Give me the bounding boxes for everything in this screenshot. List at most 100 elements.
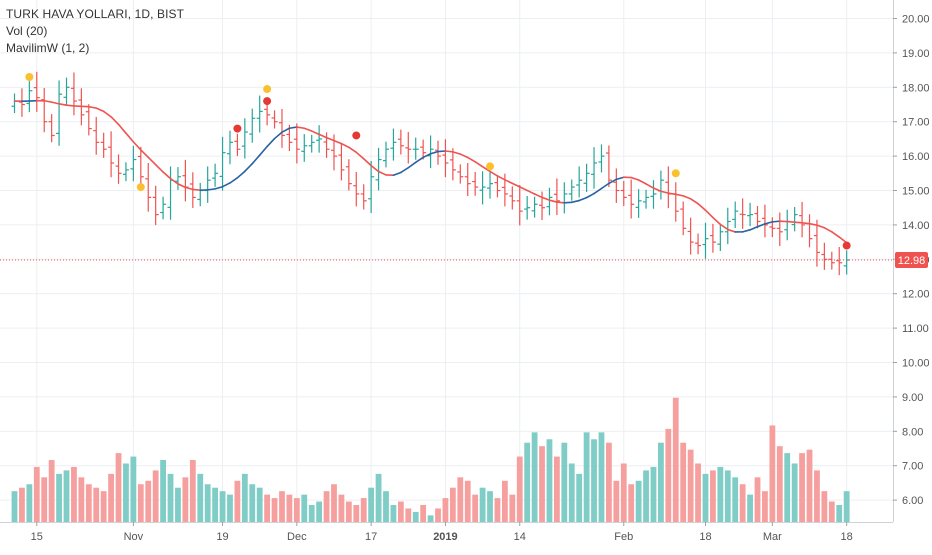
mavilimw-segment: [148, 157, 155, 164]
volume-bar: [324, 491, 330, 522]
ohlc-bar: [182, 160, 188, 201]
time-tick-label: Mar: [763, 531, 782, 543]
ohlc-bar: [101, 133, 107, 158]
volume-bars: [12, 398, 850, 522]
mavilimw-segment: [817, 225, 824, 228]
chart-legend: TURK HAVA YOLLARI, 1D, BIST Vol (20) Mav…: [6, 6, 184, 57]
volume-bar: [168, 474, 174, 522]
mavilimw-segment: [104, 111, 111, 116]
time-tick-label: 15: [31, 531, 43, 543]
volume-bar: [294, 498, 300, 522]
volume-bar: [740, 484, 746, 522]
time-tick-label: 2019: [433, 531, 457, 543]
volume-bar: [272, 498, 278, 522]
mavilimw-segment: [705, 210, 712, 217]
volume-bar: [190, 460, 196, 522]
ohlc-bar: [34, 72, 40, 112]
mavilimw-segment: [549, 200, 556, 202]
ohlc-bar: [205, 166, 211, 202]
mavilimw-segment: [59, 104, 66, 105]
volume-bar: [561, 443, 567, 522]
volume-bar: [777, 446, 783, 522]
volume-bar: [658, 443, 664, 522]
ohlc-bar: [680, 202, 686, 236]
volume-bar: [249, 484, 255, 522]
volume-bar: [405, 508, 411, 522]
ohlc-bar: [821, 243, 827, 270]
ohlc-bar: [428, 135, 434, 168]
ohlc-bar: [279, 109, 285, 148]
volume-bar: [569, 463, 575, 522]
mavilimw-segment: [126, 133, 133, 142]
ohlc-bar: [613, 168, 619, 202]
mavilimw-segment: [178, 184, 185, 188]
price-tick-label: 6.00: [902, 495, 923, 507]
mavilimw-segment: [282, 128, 289, 132]
volume-bar: [636, 481, 642, 522]
price-axis[interactable]: 6.007.008.009.0010.0011.0012.0013.0014.0…: [893, 0, 932, 550]
ohlc-bar: [658, 171, 664, 200]
ohlc-bar: [227, 131, 233, 165]
mavilimw-segment: [267, 139, 274, 147]
mavilimw-segment: [364, 159, 371, 166]
volume-bar: [287, 495, 293, 522]
time-tick-label: 19: [216, 531, 228, 543]
ohlc-bar: [532, 197, 538, 218]
ohlc-bar: [309, 135, 315, 153]
ohlc-bar: [844, 250, 850, 274]
volume-indicator-label: Vol (20): [6, 23, 184, 40]
volume-bar: [428, 515, 434, 522]
buy-signal-dot: [263, 85, 271, 93]
mavilimw-segment: [379, 171, 386, 174]
volume-bar: [34, 467, 40, 522]
mavilimw-segment: [208, 189, 215, 190]
time-tick-label: 18: [841, 531, 853, 543]
volume-bar: [613, 481, 619, 522]
ohlc-bar: [710, 224, 716, 253]
mavilimw-segment: [683, 196, 690, 199]
mavilimw-segment: [334, 141, 341, 144]
volume-bar: [339, 495, 345, 522]
ohlc-bar: [584, 164, 590, 192]
volume-bar: [205, 484, 211, 522]
ohlc-bar: [346, 159, 352, 190]
ohlc-bar: [49, 114, 55, 142]
ohlc-bar: [807, 214, 813, 247]
price-tick-label: 15.00: [902, 186, 930, 198]
ohlc-bar: [64, 78, 70, 106]
mavilimw-segment: [475, 162, 482, 167]
mavilimw-segment: [572, 201, 579, 203]
ohlc-bar: [621, 181, 627, 206]
ohlc-bar: [93, 117, 99, 155]
ohlc-bar: [168, 166, 174, 219]
sell-signal-dot: [263, 97, 271, 105]
volume-bar: [257, 488, 263, 522]
mavilimw-segment: [743, 230, 750, 232]
ohlc-bar: [108, 131, 114, 177]
price-tick-label: 12.00: [902, 289, 930, 301]
mavilimw-segment: [497, 176, 504, 180]
sell-signal-dot: [843, 242, 851, 250]
ohlc-bar: [272, 110, 278, 128]
mavilimw-segment: [468, 157, 475, 161]
ohlc-bar: [301, 134, 307, 162]
mavilimw-segment: [223, 183, 230, 187]
ohlc-bar: [56, 80, 62, 145]
ohlc-bar: [643, 190, 649, 209]
mavilimw-segment: [512, 183, 519, 186]
mavilimw-segment: [111, 117, 118, 125]
volume-bar: [606, 443, 612, 522]
mavilimw-segment: [289, 127, 296, 128]
ohlc-bar: [234, 134, 240, 156]
volume-bar: [227, 495, 233, 522]
volume-bar: [717, 467, 723, 522]
ohlc-bars: [12, 72, 850, 275]
volume-bar: [762, 491, 768, 522]
ohlc-bar: [717, 224, 723, 251]
ohlc-bar: [829, 252, 835, 270]
ohlc-bar: [249, 109, 255, 143]
mavilimw-segment: [408, 162, 415, 167]
